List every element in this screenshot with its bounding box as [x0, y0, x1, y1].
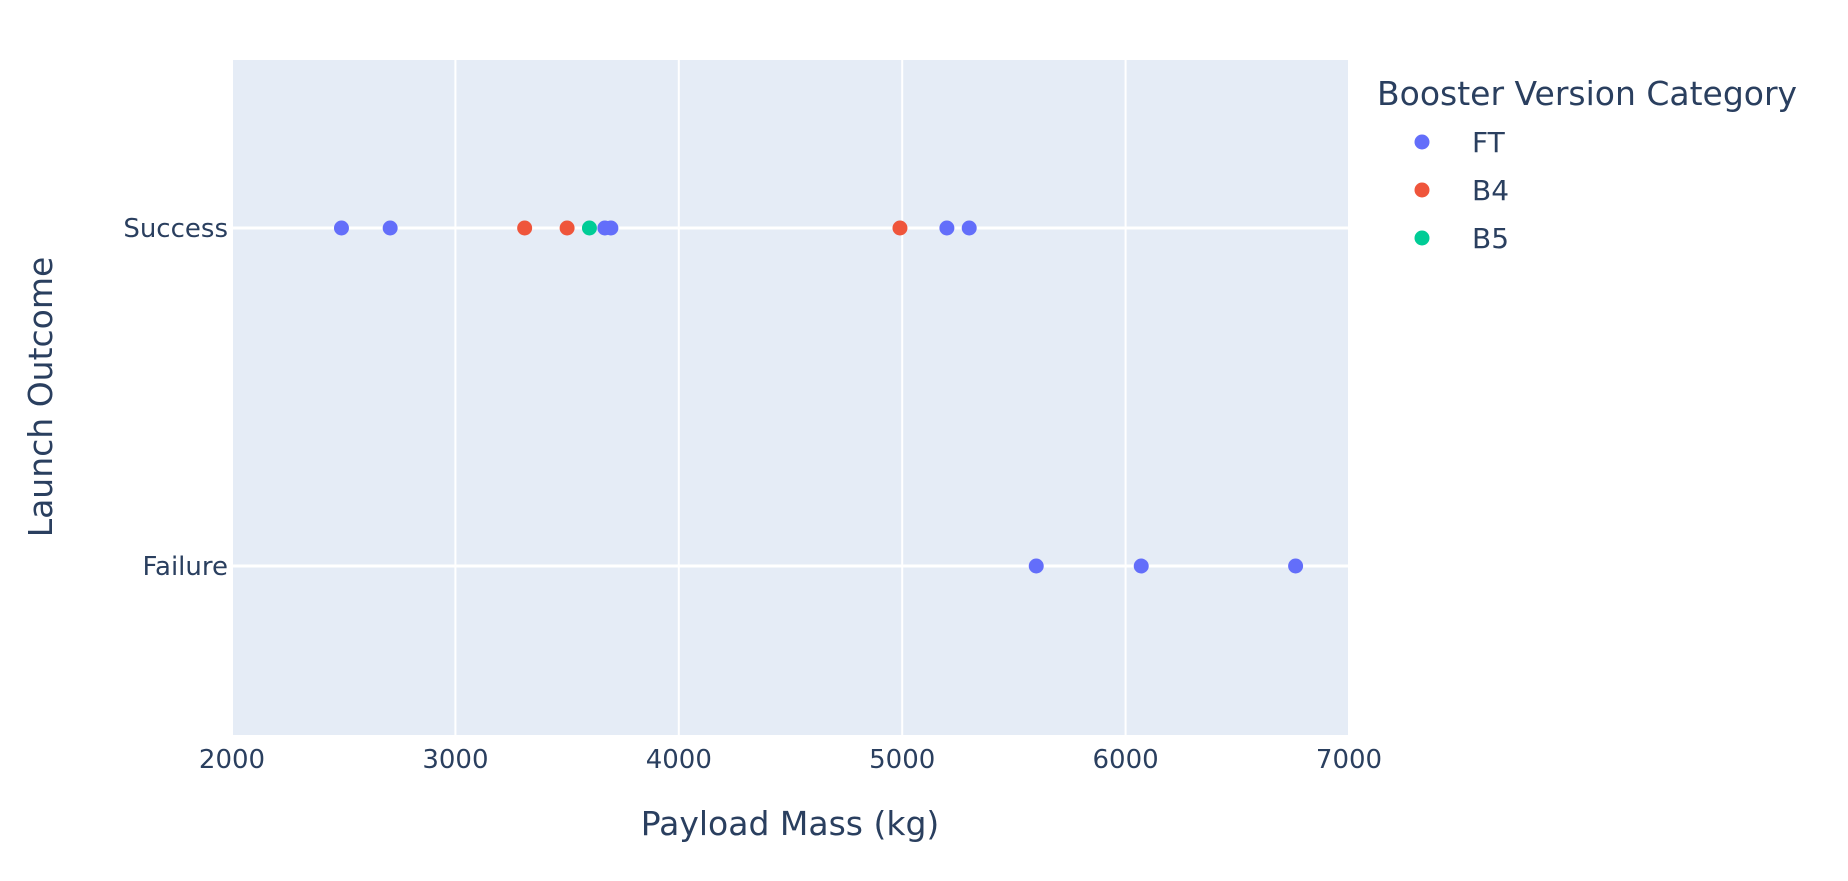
data-point-ft[interactable]	[603, 220, 619, 236]
data-point-ft[interactable]	[961, 220, 977, 236]
x-tick-labels: 2000 3000 4000 5000 6000 7000	[199, 745, 1382, 775]
y-tick-label: Failure	[142, 552, 228, 582]
data-point-b4[interactable]	[892, 220, 908, 236]
data-point-b5[interactable]	[581, 220, 597, 236]
data-point-ft[interactable]	[333, 220, 349, 236]
legend-item-ft[interactable]: FT	[1414, 126, 1506, 159]
grid-lines	[231, 60, 1350, 735]
data-point-ft[interactable]	[1133, 558, 1149, 574]
x-axis-title: Payload Mass (kg)	[641, 804, 940, 843]
y-axis-title: Launch Outcome	[21, 257, 60, 538]
legend-marker	[1414, 134, 1430, 150]
plot-background	[232, 60, 1349, 735]
data-point-ft[interactable]	[939, 220, 955, 236]
legend-label: B5	[1472, 222, 1509, 255]
x-tick-label: 6000	[1093, 745, 1159, 775]
x-tick-label: 2000	[199, 745, 265, 775]
data-point-ft[interactable]	[1288, 558, 1304, 574]
legend-label: B4	[1472, 174, 1509, 207]
data-point-b4[interactable]	[517, 220, 533, 236]
x-tick-label: 5000	[869, 745, 935, 775]
legend-marker	[1414, 182, 1430, 198]
legend-title: Booster Version Category	[1377, 74, 1797, 113]
y-tick-labels: Success Failure	[123, 214, 228, 582]
data-point-ft[interactable]	[382, 220, 398, 236]
y-tick-label: Success	[123, 214, 228, 244]
legend-item-b4[interactable]: B4	[1414, 174, 1510, 207]
x-tick-label: 3000	[422, 745, 488, 775]
x-tick-label: 4000	[646, 745, 712, 775]
legend[interactable]: Booster Version Category FT B4 B5	[1377, 74, 1797, 255]
data-point-b4[interactable]	[559, 220, 575, 236]
legend-label: FT	[1472, 126, 1506, 159]
legend-item-b5[interactable]: B5	[1414, 222, 1510, 255]
data-points	[333, 220, 1304, 574]
data-point-ft[interactable]	[1028, 558, 1044, 574]
legend-marker	[1414, 230, 1430, 246]
x-tick-label: 7000	[1316, 745, 1382, 775]
